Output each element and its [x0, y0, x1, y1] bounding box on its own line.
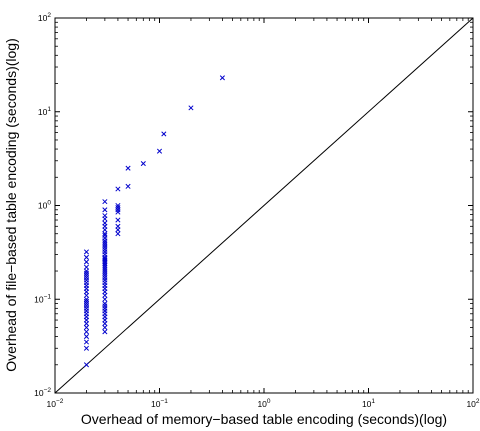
data-point	[102, 268, 108, 274]
data-point	[219, 75, 225, 81]
data-point	[102, 272, 108, 278]
data-point	[83, 300, 90, 307]
data-point	[83, 345, 90, 351]
data-point	[125, 183, 131, 189]
data-point	[115, 207, 121, 213]
y-axis-ticks: 10−2 10−1 100 101 102	[34, 12, 473, 398]
data-point	[115, 202, 121, 209]
data-point	[115, 231, 121, 237]
data-point	[83, 334, 90, 340]
data-point	[83, 324, 90, 331]
y-tick-label: 10−1	[34, 293, 51, 304]
data-point	[102, 242, 108, 248]
y-tick-label: 10−2	[34, 387, 51, 398]
x-axis-label: Overhead of memory−based table encoding …	[81, 411, 447, 427]
x-tick-label: 101	[362, 398, 375, 409]
data-point	[102, 296, 108, 302]
x-tick-label: 10−1	[151, 398, 168, 409]
data-point	[83, 249, 90, 255]
data-point	[102, 270, 108, 276]
y-tick-label: 100	[38, 200, 51, 211]
data-point	[102, 300, 108, 307]
data-point	[140, 161, 146, 167]
data-points	[83, 75, 225, 368]
data-point	[102, 244, 108, 250]
data-point	[102, 240, 108, 246]
y-tick-label: 102	[38, 12, 51, 23]
data-point	[188, 105, 194, 111]
data-point	[83, 298, 90, 304]
data-point	[102, 329, 108, 335]
x-tick-label: 102	[466, 398, 479, 409]
x-tick-label: 100	[257, 398, 270, 409]
data-point	[102, 220, 108, 226]
data-point	[83, 272, 90, 278]
data-point	[83, 329, 90, 335]
data-point	[115, 223, 121, 229]
data-point	[83, 259, 90, 265]
data-point	[83, 264, 90, 270]
data-point	[102, 207, 108, 213]
reference-diagonal-line	[54, 17, 474, 394]
data-point	[83, 362, 90, 368]
data-point	[115, 217, 121, 223]
data-point	[83, 254, 90, 260]
data-point	[156, 148, 163, 154]
data-point	[125, 165, 131, 171]
data-point	[102, 231, 108, 237]
data-point	[83, 339, 90, 345]
y-tick-label: 101	[38, 106, 51, 117]
data-point	[102, 199, 108, 205]
data-point	[102, 324, 108, 331]
data-point	[161, 131, 167, 137]
data-point	[115, 186, 121, 192]
data-point	[102, 232, 108, 238]
data-point	[102, 256, 108, 262]
data-point	[83, 268, 90, 274]
data-point	[115, 205, 121, 211]
x-tick-label: 10−2	[47, 398, 64, 409]
data-point	[83, 270, 90, 276]
data-point	[83, 296, 90, 302]
data-point	[102, 213, 108, 219]
y-axis-label: Overhead of file−based table encoding (s…	[3, 38, 19, 371]
x-axis-ticks: 10−2 10−1 100 101 102	[47, 18, 480, 409]
data-point	[102, 266, 108, 272]
